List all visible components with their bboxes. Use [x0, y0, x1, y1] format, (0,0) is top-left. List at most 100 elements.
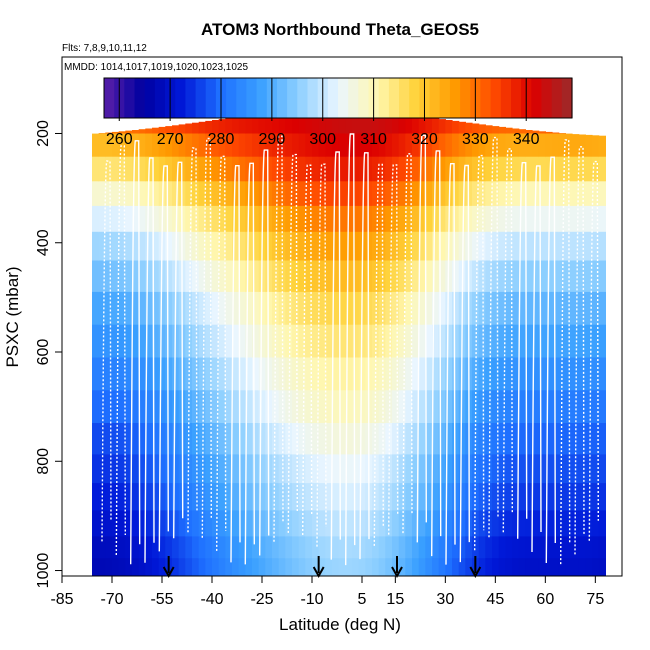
heatmap-cell [498, 156, 506, 182]
heatmap-cell [498, 558, 506, 576]
heatmap-cell [458, 536, 466, 559]
colorbar-tick-label: 260 [106, 131, 133, 148]
heatmap-cell [358, 181, 366, 207]
heatmap-cell [358, 423, 366, 455]
heatmap-cell [478, 324, 486, 359]
heatmap-cell [558, 291, 566, 326]
heatmap-cell [198, 558, 206, 576]
heatmap-cell [365, 117, 373, 135]
heatmap-cell [112, 536, 120, 559]
heatmap-cell [485, 125, 493, 135]
heatmap-cell [332, 357, 340, 391]
heatmap-cell [552, 231, 560, 262]
heatmap-cell [425, 117, 433, 135]
x-axis: -85 -70 -55 -40 -25 -10 5 15 30 45 60 75 [50, 576, 604, 608]
heatmap-cell [152, 423, 160, 455]
heatmap-cell [258, 536, 266, 559]
flight-track [101, 160, 112, 542]
heatmap-cell [205, 291, 213, 326]
heatmap-cell [505, 181, 513, 207]
heatmap-cell [318, 536, 326, 559]
heatmap-cell [352, 291, 360, 326]
heatmap-cell [592, 205, 600, 233]
heatmap-cell [205, 390, 213, 424]
heatmap-cell [585, 181, 593, 207]
heatmap-cell [285, 324, 293, 359]
colorbar-segment [104, 78, 115, 118]
heatmap-cell [232, 181, 240, 207]
heatmap-cell [125, 133, 133, 158]
heatmap-cell [218, 156, 226, 182]
heatmap-cell [392, 536, 400, 559]
heatmap-cell [218, 231, 226, 262]
heatmap-cell [198, 510, 206, 537]
heatmap-cell [258, 291, 266, 326]
heatmap-cell [512, 357, 520, 391]
heatmap-cell [158, 291, 166, 326]
heatmap-cell [525, 156, 533, 182]
heatmap-cell [178, 536, 186, 559]
heatmap-cell [538, 357, 546, 391]
heatmap-cell [292, 357, 300, 391]
heatmap-cell [578, 510, 586, 537]
heatmap-cell [152, 260, 160, 293]
heatmap-cell [178, 133, 186, 158]
heatmap-cell [538, 205, 546, 233]
heatmap-cell [298, 454, 306, 484]
heatmap-cell [345, 291, 353, 326]
heatmap-cell [105, 423, 113, 455]
heatmap-cell [285, 117, 293, 135]
x-tick-label: -40 [200, 591, 223, 608]
heatmap-cell [292, 181, 300, 207]
heatmap-cell [492, 483, 500, 511]
heatmap-cell [285, 483, 293, 511]
heatmap-cell [165, 133, 173, 158]
heatmap-cell [485, 205, 493, 233]
heatmap-cell [92, 536, 100, 559]
heatmap-cell [265, 156, 273, 182]
heatmap-cell [278, 536, 286, 559]
heatmap-cell [318, 558, 326, 576]
heatmap-cell [172, 181, 180, 207]
heatmap-cell [432, 205, 440, 233]
heatmap-cell [318, 483, 326, 511]
heatmap-cell [258, 324, 266, 359]
heatmap-cell [372, 423, 380, 455]
heatmap-cell [572, 291, 580, 326]
heatmap-cell [272, 483, 280, 511]
heatmap-cell [198, 121, 206, 135]
heatmap-cell [272, 510, 280, 537]
heatmap-cell [238, 133, 246, 158]
x-tick-label: 60 [536, 591, 554, 608]
heatmap-cell [338, 133, 346, 158]
heatmap-cell [138, 260, 146, 293]
heatmap-cell [405, 156, 413, 182]
heatmap-cell [98, 260, 106, 293]
heatmap-cell [225, 205, 233, 233]
heatmap-cell [245, 133, 253, 158]
heatmap-cell [158, 390, 166, 424]
heatmap-cell [338, 558, 346, 576]
heatmap-cell [518, 423, 526, 455]
heatmap-cell [212, 324, 220, 359]
heatmap-cell [272, 117, 280, 135]
heatmap-cell [445, 390, 453, 424]
heatmap-cell [205, 260, 213, 293]
heatmap-cell [505, 324, 513, 359]
heatmap-cell [105, 324, 113, 359]
heatmap-cell [312, 156, 320, 182]
heatmap-cell [405, 558, 413, 576]
heatmap-cell [385, 133, 393, 158]
heatmap-cell [125, 390, 133, 424]
heatmap-cell [218, 324, 226, 359]
heatmap-cell [165, 324, 173, 359]
heatmap-cell [392, 117, 400, 135]
heatmap-cell [98, 423, 106, 455]
heatmap-cell [552, 324, 560, 359]
heatmap-cell [138, 454, 146, 484]
heatmap-cell [118, 357, 126, 391]
heatmap-cell [512, 483, 520, 511]
heatmap-cell [358, 558, 366, 576]
heatmap-cell [238, 291, 246, 326]
heatmap-cell [498, 231, 506, 262]
